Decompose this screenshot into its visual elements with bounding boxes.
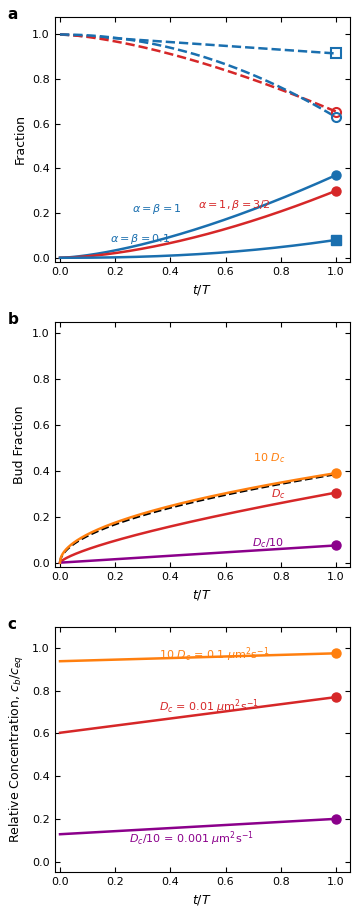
Y-axis label: Bud Fraction: Bud Fraction [13,405,26,484]
Text: $\alpha$$=$$\beta$$=0.1$: $\alpha$$=$$\beta$$=0.1$ [110,232,170,246]
Text: $D_c$: $D_c$ [271,487,286,501]
X-axis label: $t/T$: $t/T$ [192,587,212,602]
Text: $\alpha$$=$$\beta$$=1$: $\alpha$$=$$\beta$$=1$ [132,202,182,217]
Text: c: c [7,617,16,631]
Text: $\alpha$$=1, \beta$$=3/2$: $\alpha$$=1, \beta$$=3/2$ [198,198,271,212]
Text: b: b [7,312,18,327]
Text: 10 $D_c$: 10 $D_c$ [253,451,286,465]
Y-axis label: Relative Concentration, $c_b/c_{eq}$: Relative Concentration, $c_b/c_{eq}$ [8,655,26,844]
Text: a: a [7,6,18,22]
X-axis label: $t/T$: $t/T$ [192,893,212,907]
Y-axis label: Fraction: Fraction [13,114,26,165]
Text: $D_c$/10 = 0.001 $\mu$m$^2$s$^{-1}$: $D_c$/10 = 0.001 $\mu$m$^2$s$^{-1}$ [129,829,254,848]
Text: $D_c$ = 0.01 $\mu$m$^2$s$^{-1}$: $D_c$ = 0.01 $\mu$m$^2$s$^{-1}$ [159,697,259,716]
Text: 10 $D_c$ = 0.1 $\mu$m$^2$s$^{-1}$: 10 $D_c$ = 0.1 $\mu$m$^2$s$^{-1}$ [159,645,270,663]
Text: $D_c$/10: $D_c$/10 [252,536,284,550]
X-axis label: $t/T$: $t/T$ [192,283,212,296]
